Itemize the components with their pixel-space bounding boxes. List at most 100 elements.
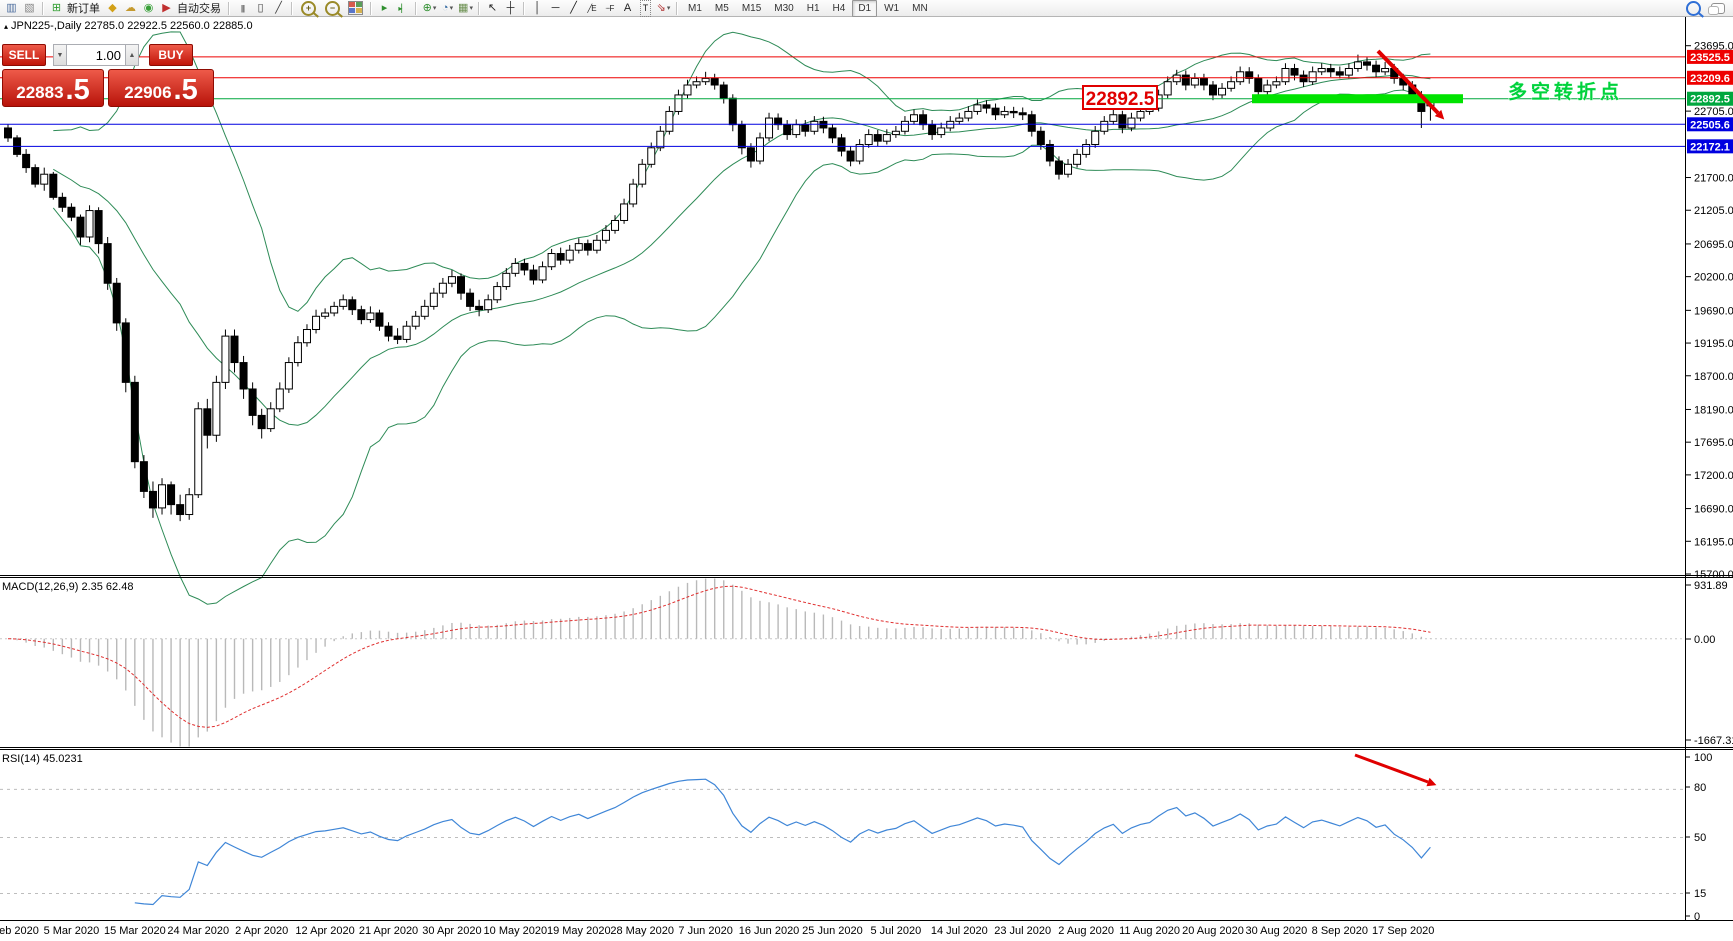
new-order-button[interactable]: ⊞ xyxy=(48,1,65,16)
chart-profiles-icon[interactable]: ▧ xyxy=(21,1,38,16)
metaquotes-community-icon: ☁ xyxy=(125,1,136,14)
arrows-tool-button[interactable]: ⇘ ▾ xyxy=(655,1,672,16)
price-callout-box[interactable] xyxy=(1082,85,1158,110)
date-label: 12 Apr 2020 xyxy=(295,925,354,937)
chat-button[interactable] xyxy=(1708,2,1725,15)
candle xyxy=(375,312,384,327)
text-tool-button[interactable]: A xyxy=(619,1,636,16)
signals-icon[interactable]: ◉ xyxy=(140,1,157,16)
date-label: 2 Aug 2020 xyxy=(1058,925,1114,937)
text-label-tool-button[interactable]: T xyxy=(637,0,654,17)
candle xyxy=(1045,143,1054,162)
candle xyxy=(520,262,529,271)
candle xyxy=(1335,71,1344,76)
candle xyxy=(1353,61,1362,69)
candle xyxy=(783,124,792,136)
auto-scroll-button[interactable]: ▸ xyxy=(376,1,393,16)
candle xyxy=(167,484,176,506)
vertical-line-tool-button[interactable]: │ xyxy=(529,1,546,16)
candle xyxy=(900,120,909,132)
sell-price-box[interactable]: 22883 .5 xyxy=(2,69,105,107)
candle xyxy=(248,388,257,416)
volume-increase-button[interactable]: ▲ xyxy=(125,44,139,66)
toolbar-separator xyxy=(42,1,44,15)
volume-decrease-button[interactable]: ▼ xyxy=(53,44,67,66)
svg-text:17200.0: 17200.0 xyxy=(1694,470,1733,482)
zoom-in-button[interactable]: + xyxy=(301,0,316,16)
equidistant-channel-tool-button[interactable]: ╱E xyxy=(583,1,600,16)
candle xyxy=(1082,143,1091,155)
sell-button[interactable]: SELL xyxy=(2,44,46,66)
svg-text:15: 15 xyxy=(1694,888,1706,900)
candle xyxy=(1027,114,1036,132)
candle xyxy=(293,342,302,364)
candle xyxy=(1199,77,1208,86)
candle xyxy=(565,249,574,261)
horizontal-line-tool-button[interactable]: ─ xyxy=(547,1,564,16)
timeframe-button-h4[interactable]: H4 xyxy=(832,2,846,14)
periods-button[interactable]: ◔ ▾ xyxy=(439,1,456,16)
candle xyxy=(529,269,538,281)
buy-button[interactable]: BUY xyxy=(149,44,193,66)
candle xyxy=(266,408,275,430)
candle xyxy=(982,104,991,109)
fibonacci-tool-button[interactable]: ┈F xyxy=(601,1,618,16)
candle-chart-mode-icon[interactable]: ▯ xyxy=(252,1,269,16)
candle xyxy=(737,124,746,149)
red-arrow-annotation[interactable] xyxy=(1376,49,1440,115)
red-arrow-annotation[interactable] xyxy=(1354,753,1429,784)
metaquotes-community-icon[interactable]: ☁ xyxy=(122,1,139,16)
new-order-icon: ⊞ xyxy=(51,1,62,14)
svg-text:23209.6: 23209.6 xyxy=(1690,73,1730,85)
trade-controls-row: SELL ▼ ▲ BUY xyxy=(2,44,214,66)
search-button[interactable] xyxy=(1686,0,1701,16)
indicators-button[interactable]: ⊕ ▾ xyxy=(421,1,438,16)
candle xyxy=(194,408,203,496)
svg-text:0.00: 0.00 xyxy=(1694,634,1715,646)
cn-annotation-text[interactable]: 多空转折点 xyxy=(1508,80,1623,104)
new-chart-icon[interactable]: ▥ xyxy=(3,1,20,16)
crosshair-tool-button[interactable]: ┼ xyxy=(502,1,519,16)
trendline-tool-button[interactable]: ╱ xyxy=(565,1,582,16)
dropdown-caret-icon: ▾ xyxy=(449,4,454,12)
symbol-marker-icon: ▴ xyxy=(4,22,9,31)
timeframe-button-m30[interactable]: M30 xyxy=(774,2,794,14)
signals-icon: ◉ xyxy=(143,1,154,14)
bar-chart-mode-icon[interactable]: ||| xyxy=(234,1,251,16)
svg-text:931.89: 931.89 xyxy=(1694,580,1728,592)
timeframe-button-m15[interactable]: M15 xyxy=(741,2,762,14)
timeframe-button-m1[interactable]: M1 xyxy=(688,2,702,14)
new-order-button-label[interactable]: 新订单 xyxy=(67,3,100,15)
candle xyxy=(1190,77,1199,86)
cursor-tool-button[interactable]: ↖ xyxy=(484,1,501,16)
candle xyxy=(574,243,583,251)
toolbar-separator xyxy=(370,1,372,15)
timeframe-button-d1[interactable]: D1 xyxy=(852,0,878,17)
auto-trading-button-label[interactable]: 自动交易 xyxy=(177,3,221,15)
sell-price-main: 22883 xyxy=(16,83,64,102)
auto-trading-button[interactable]: ▶ xyxy=(158,1,175,16)
line-chart-mode-icon[interactable]: ╱ xyxy=(270,1,287,16)
cleanup-charts-icon[interactable]: ◆ xyxy=(104,1,121,16)
candle xyxy=(592,239,601,251)
volume-input[interactable] xyxy=(67,44,125,66)
chart-profiles-icon: ▧ xyxy=(24,1,35,14)
timeframe-button-mn[interactable]: MN xyxy=(912,2,928,14)
candle xyxy=(348,299,357,311)
svg-text:21700.0: 21700.0 xyxy=(1694,173,1733,185)
timeframe-button-h1[interactable]: H1 xyxy=(806,2,820,14)
timeframe-button-w1[interactable]: W1 xyxy=(884,2,900,14)
zoom-out-button[interactable]: − xyxy=(325,0,340,16)
tile-windows-button[interactable] xyxy=(348,1,363,15)
templates-button[interactable]: ▦ ▾ xyxy=(457,1,474,16)
svg-text:50: 50 xyxy=(1694,832,1706,844)
candle xyxy=(937,127,946,136)
candle xyxy=(1372,64,1381,73)
candle xyxy=(629,183,638,205)
timeframe-button-m5[interactable]: M5 xyxy=(714,2,729,14)
chart-shift-button[interactable]: ▸▏ xyxy=(394,1,411,16)
green-highlight-bar[interactable] xyxy=(1252,94,1463,104)
candle xyxy=(891,130,900,136)
buy-price-box[interactable]: 22906 .5 xyxy=(108,69,214,107)
